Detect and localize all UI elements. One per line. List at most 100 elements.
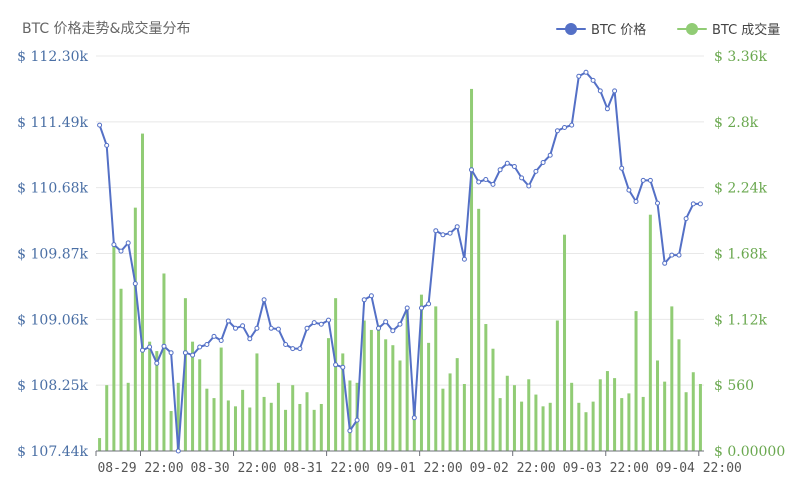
volume-bar xyxy=(169,411,173,451)
volume-bar xyxy=(362,320,366,451)
price-point xyxy=(397,321,403,327)
volume-bar xyxy=(691,372,695,451)
y-right-tick-label: $ 1.68k xyxy=(714,247,768,263)
price-point xyxy=(297,346,303,352)
price-point xyxy=(304,325,310,331)
price-point xyxy=(97,122,103,128)
volume-bar xyxy=(219,347,223,451)
volume-bar xyxy=(670,306,674,451)
price-point xyxy=(640,177,646,183)
volume-bar xyxy=(412,406,416,451)
volume-bar xyxy=(613,378,617,451)
volume-bar xyxy=(584,412,588,451)
volume-bar xyxy=(269,402,273,451)
volume-bar xyxy=(627,393,631,451)
volume-bar xyxy=(377,325,381,451)
price-point xyxy=(140,347,145,353)
volume-bar xyxy=(262,396,266,451)
price-point xyxy=(147,344,153,350)
price-point xyxy=(404,305,410,311)
y-left-tick-label: $ 108.25k xyxy=(17,378,88,394)
x-tick-label: 08-31 22:00 xyxy=(284,461,370,476)
price-point xyxy=(154,360,160,366)
volume-bar xyxy=(656,360,660,451)
volume-bar xyxy=(462,383,466,451)
price-point xyxy=(225,318,231,324)
price-point xyxy=(182,350,188,356)
legend-item-volume[interactable]: BTC 成交量 xyxy=(677,19,780,38)
y-left-tick-label: $ 112.30k xyxy=(17,49,88,65)
volume-bar xyxy=(663,381,667,451)
volume-bar xyxy=(470,88,474,452)
y-left-tick-label: $ 109.06k xyxy=(17,312,88,328)
volume-bar xyxy=(233,406,237,451)
legend-bar-marker-icon xyxy=(677,22,707,35)
price-point xyxy=(676,252,682,258)
volume-bar xyxy=(634,311,638,451)
volume-bar xyxy=(384,339,388,451)
volume-bar xyxy=(255,353,259,451)
volume-bar xyxy=(541,406,545,451)
volume-bar xyxy=(477,208,481,451)
volume-bar xyxy=(155,351,159,451)
price-line xyxy=(97,69,703,454)
price-point xyxy=(483,177,489,182)
x-tick-label: 08-30 22:00 xyxy=(191,461,277,476)
price-point xyxy=(390,328,396,334)
volume-bar xyxy=(298,403,302,451)
legend-line-marker-icon xyxy=(556,22,586,35)
volume-bar xyxy=(598,379,602,451)
volume-bar xyxy=(176,382,180,451)
price-point xyxy=(440,232,446,238)
price-point xyxy=(647,177,653,183)
volume-bar xyxy=(398,360,402,451)
price-point xyxy=(569,122,575,128)
volume-bar xyxy=(191,341,195,451)
price-point xyxy=(161,343,167,349)
price-point xyxy=(604,106,610,112)
volume-bar xyxy=(126,382,130,451)
volume-bar xyxy=(212,398,216,451)
volume-bar xyxy=(148,341,152,451)
volume-bar xyxy=(577,402,581,451)
x-tick-label: 09-04 22:00 xyxy=(656,461,742,476)
volume-bar xyxy=(112,245,116,451)
volume-bar xyxy=(620,398,624,451)
price-point xyxy=(240,323,246,329)
price-point xyxy=(318,321,324,327)
price-point xyxy=(333,362,339,368)
volume-bar xyxy=(119,288,123,451)
volume-bar xyxy=(334,298,338,451)
price-point xyxy=(619,165,625,171)
price-point xyxy=(118,248,124,254)
y-left-tick-label: $ 110.68k xyxy=(17,181,88,197)
price-point xyxy=(504,160,510,166)
price-point xyxy=(633,199,639,204)
price-point xyxy=(190,352,196,358)
volume-bar xyxy=(512,385,516,451)
volume-bar xyxy=(698,383,702,451)
volume-bar xyxy=(448,373,452,451)
volume-bars xyxy=(98,88,702,452)
volume-bar xyxy=(555,320,559,451)
price-point xyxy=(340,364,346,370)
volume-bar xyxy=(605,371,609,451)
price-point xyxy=(526,183,532,189)
x-tick-label: 09-03 22:00 xyxy=(563,461,649,476)
price-point xyxy=(361,297,367,303)
volume-bar xyxy=(419,294,423,451)
legend-item-price[interactable]: BTC 价格 xyxy=(556,19,646,38)
volume-bar xyxy=(648,214,652,451)
price-point xyxy=(461,256,467,262)
price-point xyxy=(111,242,117,248)
price-point xyxy=(247,336,253,342)
volume-bar xyxy=(441,388,445,451)
volume-bar xyxy=(284,409,288,451)
volume-bar xyxy=(484,324,488,451)
price-point xyxy=(233,325,238,331)
volume-bar xyxy=(319,403,323,451)
volume-bar xyxy=(677,339,681,451)
volume-bar xyxy=(520,401,524,451)
price-point xyxy=(419,305,424,311)
price-point xyxy=(655,200,660,206)
